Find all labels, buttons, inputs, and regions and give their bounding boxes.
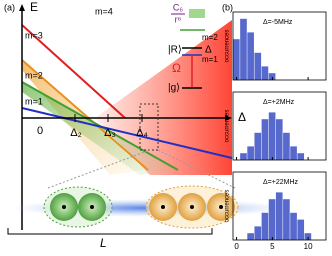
inset-numerator: C₆ xyxy=(173,2,183,12)
bar xyxy=(268,199,276,240)
bar xyxy=(283,132,290,160)
hist-frame xyxy=(232,91,327,161)
bar xyxy=(268,73,276,80)
rabi-label: Ω xyxy=(172,61,181,75)
x-arrow xyxy=(225,115,232,121)
atom-core xyxy=(161,205,165,209)
y-axis-label: occurrences xyxy=(225,110,231,143)
red-band xyxy=(95,20,232,175)
level-label: m=2 xyxy=(202,33,218,42)
bar xyxy=(290,146,297,160)
bar xyxy=(297,153,305,160)
bar xyxy=(254,52,262,80)
inset-denominator: r⁶ xyxy=(175,14,182,24)
line-label: m=1 xyxy=(25,96,43,106)
bar xyxy=(290,212,297,240)
atom-core xyxy=(190,205,194,209)
line-m1 xyxy=(21,107,233,159)
bar xyxy=(275,192,283,240)
bar xyxy=(240,18,247,80)
x-tick-label: Δ₃ xyxy=(104,127,116,139)
length-label: L xyxy=(100,236,107,250)
bar xyxy=(233,39,240,80)
bar xyxy=(261,66,269,80)
bar xyxy=(261,212,269,240)
x-tick-label: Δ₄ xyxy=(136,127,148,139)
bar xyxy=(283,199,290,240)
rydberg-label: |R⟩ xyxy=(168,45,182,56)
line-m4 xyxy=(21,24,126,119)
atom-core xyxy=(90,205,94,209)
bar xyxy=(254,132,262,160)
y-axis-label: occurrences xyxy=(225,30,231,63)
x-tick-label: 10 xyxy=(304,242,313,251)
detuning-label: Δ xyxy=(205,45,212,56)
bar xyxy=(304,233,312,240)
x-axis-label: Δ xyxy=(238,110,246,124)
bar xyxy=(247,233,254,240)
bar xyxy=(297,219,305,240)
y-axis-label: occurrences xyxy=(225,190,231,223)
hist-frame xyxy=(232,11,327,81)
atom-core xyxy=(62,205,66,209)
bar xyxy=(261,119,269,160)
bar xyxy=(240,153,247,160)
hist-title: Δ=-5MHz xyxy=(263,19,293,26)
length-bracket xyxy=(7,228,213,235)
green-band xyxy=(22,82,175,175)
zoom-box xyxy=(139,103,159,151)
hist-title: Δ=+2MHz xyxy=(263,99,295,106)
panel-label: (a) xyxy=(4,2,15,12)
line-label: m=3 xyxy=(25,30,43,40)
ground-label: |g⟩ xyxy=(168,83,180,94)
x-tick-label: 0 xyxy=(234,242,239,251)
bar xyxy=(268,112,276,160)
band-swatch xyxy=(189,9,205,18)
bar xyxy=(254,226,262,240)
bar xyxy=(275,119,283,160)
hist-title: Δ=+22MHz xyxy=(263,179,299,186)
x-tick-label: 5 xyxy=(270,242,275,251)
bar xyxy=(247,146,254,160)
x-tick-label: 0 xyxy=(37,125,43,137)
atom-core xyxy=(219,205,223,209)
y-axis-label: E xyxy=(30,0,38,14)
x-tick-label: Δ₂ xyxy=(70,127,82,139)
hist-frame xyxy=(232,171,327,241)
line-label: m=2 xyxy=(25,70,43,80)
level-label: m=1 xyxy=(202,55,218,64)
line-m3 xyxy=(21,59,149,171)
y-arrow xyxy=(19,4,25,11)
line-label: m=4 xyxy=(95,6,113,16)
panel-label: (b) xyxy=(222,2,233,12)
bar xyxy=(247,32,254,80)
